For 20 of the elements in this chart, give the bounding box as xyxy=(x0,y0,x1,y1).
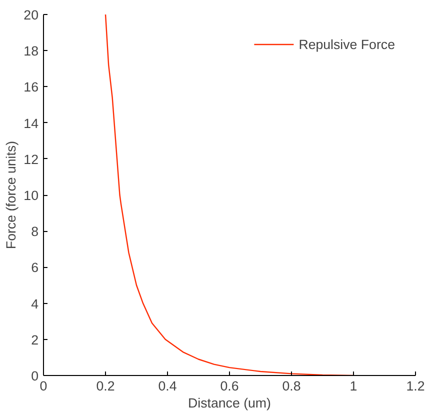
legend-label: Repulsive Force xyxy=(298,36,395,52)
y-axis-title: Force (force units) xyxy=(4,140,19,250)
x-tick-label: 0.2 xyxy=(96,378,115,394)
x-tick-label: 0.8 xyxy=(282,378,301,394)
y-tick-label: 20 xyxy=(24,8,39,22)
y-tick-label: 2 xyxy=(31,332,39,348)
x-tick-label: 1.2 xyxy=(406,378,425,394)
y-tick-label: 18 xyxy=(24,44,39,59)
y-tick-label: 10 xyxy=(24,188,39,203)
y-tick-label: 6 xyxy=(31,260,39,276)
y-tick-label: 8 xyxy=(31,224,39,240)
x-tick-label: 0.6 xyxy=(220,378,239,394)
y-tick-label: 14 xyxy=(24,116,40,131)
x-tick-label: 0.4 xyxy=(158,378,178,394)
x-axis-title: Distance (um) xyxy=(188,396,271,410)
y-tick-label: 16 xyxy=(24,80,39,95)
x-tick-label: 1 xyxy=(350,378,358,394)
y-tick-label: 4 xyxy=(31,296,40,312)
y-tick-label: 12 xyxy=(24,152,39,167)
y-tick-label: 0 xyxy=(31,368,39,384)
